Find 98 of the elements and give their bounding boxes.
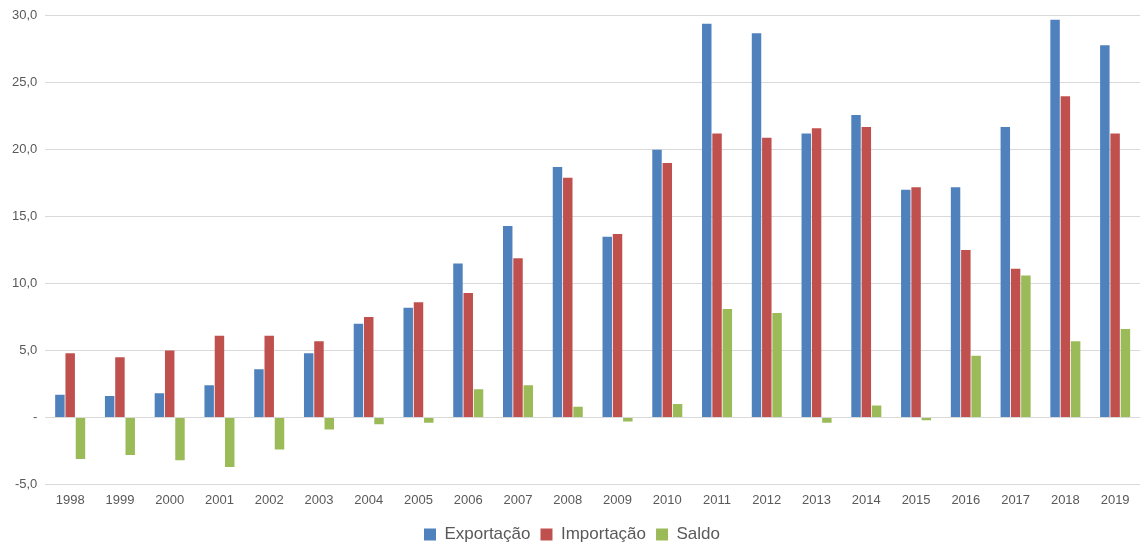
bar (552, 167, 563, 417)
bar (702, 23, 712, 417)
bar (871, 405, 882, 417)
x-tick-label: 1998 (55, 491, 85, 507)
bar (612, 234, 623, 417)
bar (851, 114, 861, 417)
x-tick-label: 2011 (703, 491, 732, 507)
bar (513, 258, 523, 417)
bar (602, 236, 612, 417)
bar (254, 369, 264, 417)
legend-label: Exportação (444, 524, 531, 544)
bar (403, 307, 413, 417)
bar (225, 417, 235, 467)
bar (303, 353, 314, 417)
y-tick-label: 15,0 (11, 208, 38, 224)
bar (1010, 268, 1021, 417)
bar (154, 393, 165, 417)
bar (65, 353, 75, 417)
x-tick-label: 2016 (951, 491, 981, 507)
x-tick-label: 2005 (404, 491, 433, 507)
bar (324, 417, 334, 430)
bar (164, 350, 175, 417)
x-tick-label: 2008 (553, 491, 583, 507)
legend-label: Saldo (676, 524, 721, 544)
bar (55, 394, 65, 417)
bar (463, 292, 473, 417)
bar (353, 323, 364, 417)
bar (772, 313, 782, 417)
bar (523, 385, 534, 417)
bar (861, 126, 872, 417)
bar (1070, 341, 1081, 417)
bar (264, 335, 274, 417)
bar (911, 187, 921, 417)
x-tick-label: 2017 (1001, 491, 1031, 507)
bar (214, 335, 225, 417)
bar (623, 417, 633, 422)
bar (563, 177, 573, 417)
bar (652, 149, 662, 417)
bar (662, 163, 673, 417)
bar (672, 404, 683, 417)
x-tick-label: 2007 (503, 491, 533, 507)
bar (204, 385, 214, 417)
bar (1050, 19, 1060, 417)
x-tick-label: 2006 (453, 491, 483, 507)
y-tick-label: 30,0 (11, 7, 38, 23)
bar (75, 417, 86, 459)
bar (811, 128, 822, 417)
bar (364, 317, 374, 417)
x-tick-label: 2004 (354, 491, 384, 507)
bar (762, 137, 772, 417)
bar (1120, 329, 1131, 417)
bar (125, 417, 135, 455)
x-tick-label: 2010 (652, 491, 682, 507)
x-tick-label: 2015 (901, 491, 931, 507)
bar (961, 250, 971, 417)
bar (1000, 126, 1011, 417)
y-tick-label: -5,0 (14, 475, 38, 491)
bar (801, 133, 812, 417)
x-tick-label: 2009 (603, 491, 632, 507)
x-tick-label: 2001 (205, 491, 234, 507)
bar (971, 355, 981, 417)
y-tick-label: 5,0 (19, 342, 38, 358)
bar (453, 263, 463, 417)
bar (104, 396, 115, 417)
x-tick-label: 2002 (254, 491, 284, 507)
y-tick-label: - (32, 409, 38, 425)
x-tick-label: 2014 (851, 491, 881, 507)
bar (115, 357, 125, 417)
bar (175, 417, 185, 461)
bar (751, 33, 762, 417)
x-tick-label: 2019 (1100, 491, 1130, 507)
x-tick-label: 1999 (105, 491, 135, 507)
bar (503, 226, 513, 417)
bar (314, 341, 324, 417)
bar (950, 187, 961, 417)
x-tick-label: 2018 (1050, 491, 1080, 507)
y-tick-label: 10,0 (11, 275, 38, 291)
bar (1060, 96, 1071, 417)
bar (1110, 133, 1120, 417)
x-tick-label: 2000 (155, 491, 185, 507)
bar (573, 406, 583, 417)
bar (1021, 275, 1031, 417)
legend-label: Importação (560, 524, 647, 544)
bar (274, 417, 285, 450)
bar (413, 302, 424, 417)
bar (712, 133, 722, 417)
x-tick-label: 2012 (752, 491, 782, 507)
bar (1100, 45, 1110, 417)
y-tick-label: 25,0 (11, 74, 38, 90)
x-tick-label: 2013 (802, 491, 832, 507)
bar (722, 309, 733, 417)
bar (374, 417, 384, 425)
bar (822, 417, 832, 423)
bar (473, 389, 484, 417)
x-tick-label: 2003 (304, 491, 334, 507)
y-tick-label: 20,0 (11, 141, 38, 157)
bar (424, 417, 434, 423)
bar (901, 189, 911, 417)
